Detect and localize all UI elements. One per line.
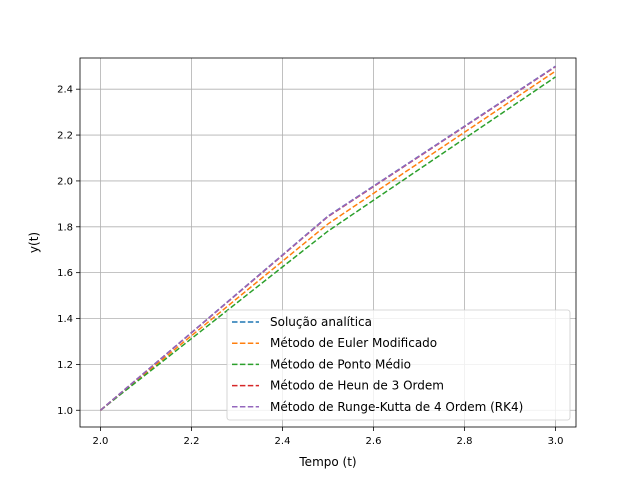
x-tick-label: 2.2 — [184, 436, 200, 447]
legend-label: Método de Runge-Kutta de 4 Ordem (RK4) — [270, 400, 523, 414]
y-tick-label: 2.2 — [57, 131, 73, 142]
y-tick-label: 1.0 — [57, 406, 73, 417]
x-tick-label: 3.0 — [548, 436, 564, 447]
grid-lines — [80, 58, 576, 427]
series-line-3 — [100, 76, 556, 411]
legend-label: Método de Heun de 3 Ordem — [270, 379, 444, 393]
series-lines — [99, 65, 556, 411]
legend-label: Método de Euler Modificado — [270, 336, 437, 350]
x-tick-label: 2.4 — [275, 436, 291, 447]
y-tick-label: 1.2 — [57, 360, 73, 371]
y-tick-label: 2.0 — [57, 176, 73, 187]
y-axis-label: y(t) — [27, 232, 41, 253]
legend-label: Solução analítica — [270, 315, 372, 329]
y-tick-label: 1.4 — [57, 314, 73, 325]
legend: Solução analítica Método de Euler Modific… — [226, 309, 571, 421]
x-tick-label: 2.8 — [457, 436, 473, 447]
x-axis-label: Tempo (t) — [298, 455, 356, 469]
axes-frame — [79, 57, 577, 428]
y-tick-label: 2.4 — [57, 85, 73, 96]
y-axis-ticks: 1.0 1.2 1.4 1.6 1.8 2.0 2.2 2.4 — [57, 85, 80, 417]
x-tick-label: 2.0 — [93, 436, 109, 447]
legend-label: Método de Ponto Médio — [270, 357, 411, 371]
x-axis-ticks: 2.0 2.2 2.4 2.6 2.8 3.0 — [93, 427, 564, 447]
series-line-2 — [100, 70, 556, 411]
series-line-5 — [99, 65, 556, 411]
x-tick-label: 2.6 — [366, 436, 382, 447]
legend-box — [226, 309, 571, 421]
y-tick-label: 1.8 — [57, 222, 73, 233]
y-tick-label: 1.6 — [57, 268, 73, 279]
